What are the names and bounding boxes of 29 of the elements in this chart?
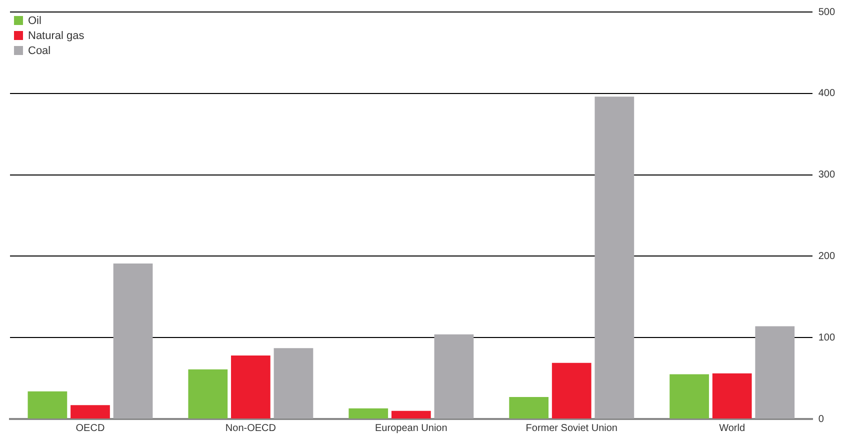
legend-label: Natural gas <box>27 29 84 44</box>
x-tick-label: OECD <box>76 422 105 434</box>
x-tick-label: Former Soviet Union <box>526 422 618 434</box>
bar <box>28 391 68 418</box>
x-tick-label: European Union <box>375 422 448 434</box>
legend-label: Oil <box>27 14 42 29</box>
bar <box>670 374 709 418</box>
bar <box>231 356 270 418</box>
bar <box>509 397 549 418</box>
bar <box>552 362 592 418</box>
bar <box>188 369 228 418</box>
y-tick-label: 100 <box>818 332 836 344</box>
y-tick-label: 0 <box>818 414 824 425</box>
bar <box>594 96 634 418</box>
bar <box>274 348 314 418</box>
bar <box>348 408 388 418</box>
x-tick-label: Non-OECD <box>225 422 276 434</box>
y-tick-label: 400 <box>818 88 836 100</box>
y-tick-label: 200 <box>818 250 836 262</box>
y-tick-label: 500 <box>818 6 836 18</box>
x-tick-label: World <box>719 422 746 434</box>
bar <box>712 373 752 418</box>
bar <box>755 326 795 418</box>
y-tick-label: 300 <box>818 170 836 181</box>
bar <box>391 410 431 418</box>
bar <box>113 264 153 418</box>
bar <box>70 405 110 418</box>
legend-label: Coal <box>27 44 52 59</box>
bar <box>434 334 474 418</box>
